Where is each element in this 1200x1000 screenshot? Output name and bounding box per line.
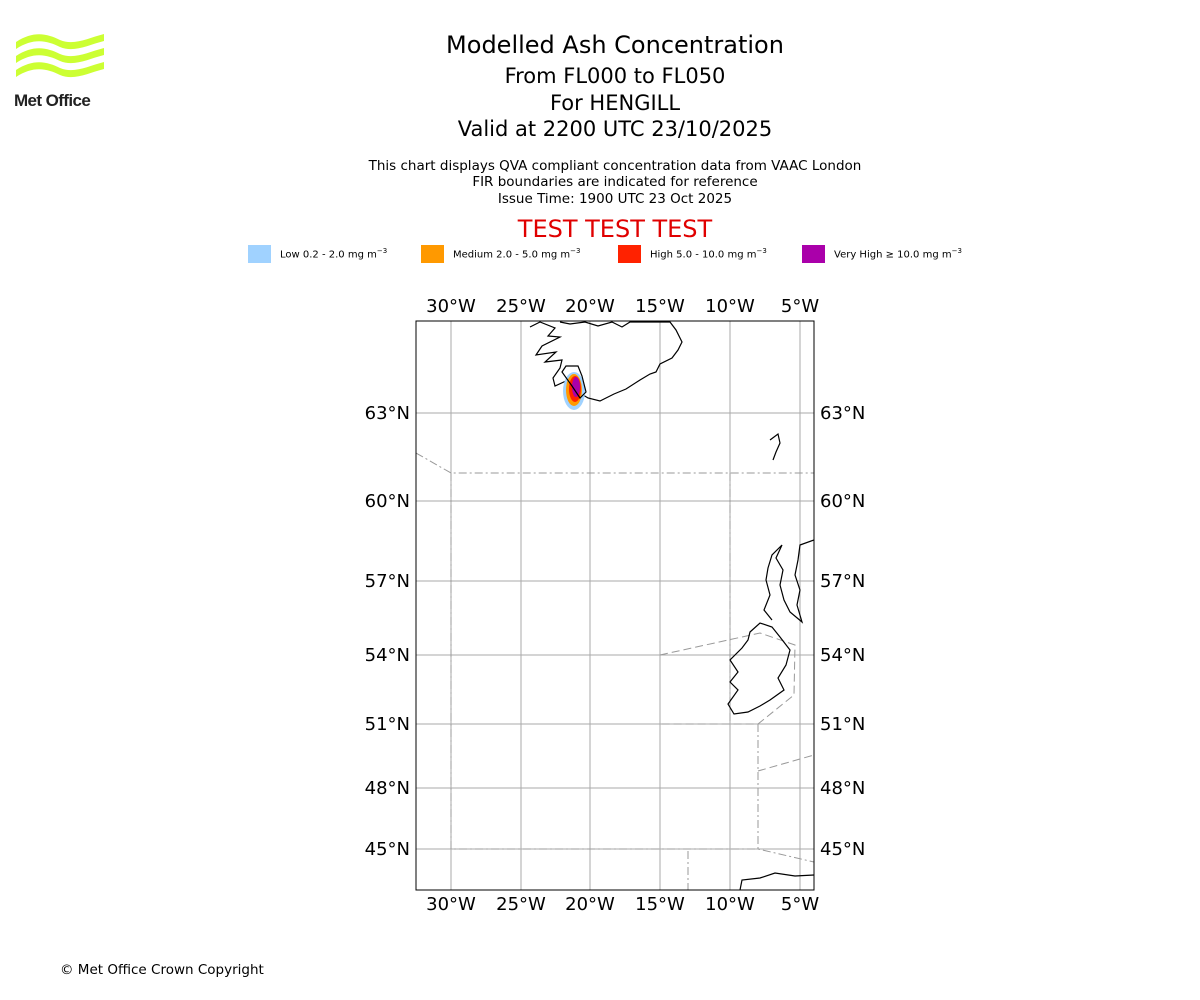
lon-label-top-5w: 5°W (781, 296, 819, 317)
lat-label-left-45n: 45°N (365, 839, 410, 860)
lat-labels-right: 63°N 60°N 57°N 54°N 51°N 48°N 45°N (820, 403, 865, 860)
subtitle-line-2: FIR boundaries are indicated for referen… (472, 174, 758, 190)
lat-labels-left: 63°N 60°N 57°N 54°N 51°N 48°N 45°N (365, 403, 410, 860)
lon-label-top-30w: 30°W (426, 296, 476, 317)
legend-item-very-high: Very High ≥ 10.0 mg m−3 (802, 245, 962, 263)
legend-label-very-high: Very High ≥ 10.0 (834, 249, 920, 261)
copyright: © Met Office Crown Copyright (60, 962, 264, 978)
legend-swatch-high (618, 245, 641, 263)
flight-level-range: From FL000 to FL050 (504, 64, 726, 88)
fir-boundary-oceanic (450, 473, 814, 863)
ireland-coast (727, 622, 791, 715)
legend-label-low: Low 0.2 - 2.0 (280, 249, 345, 261)
lon-labels-bottom: 30°W 25°W 20°W 15°W 10°W 5°W (426, 894, 819, 915)
iberia-coast (739, 872, 814, 890)
legend-label-medium: Medium 2.0 - 5.0 (453, 249, 538, 261)
fir-boundary-brest (757, 754, 814, 772)
lat-label-left-48n: 48°N (365, 778, 410, 799)
legend-item-low: Low 0.2 - 2.0 mg m−3 (248, 245, 421, 263)
test-banner: TEST TEST TEST (517, 215, 713, 243)
legend-label-high: High 5.0 - 10.0 (650, 249, 725, 261)
subtitle-line-1: This chart displays QVA compliant concen… (368, 158, 862, 174)
lon-label-top-10w: 10°W (705, 296, 755, 317)
lon-label-bottom-25w: 25°W (496, 894, 546, 915)
volcano-source-outline (561, 365, 587, 399)
met-office-logo-icon (16, 34, 104, 78)
lon-labels-top: 30°W 25°W 20°W 15°W 10°W 5°W (426, 296, 819, 317)
lon-label-bottom-30w: 30°W (426, 894, 476, 915)
lat-label-right-54n: 54°N (820, 645, 865, 666)
lat-label-right-48n: 48°N (820, 778, 865, 799)
lat-label-left-63n: 63°N (365, 403, 410, 424)
volcano-location: For HENGILL (549, 91, 681, 115)
coastlines (529, 321, 814, 890)
lon-label-bottom-5w: 5°W (781, 894, 819, 915)
lat-label-right-51n: 51°N (820, 714, 865, 735)
chart-title: Modelled Ash Concentration (446, 31, 784, 59)
lat-label-right-63n: 63°N (820, 403, 865, 424)
lon-label-bottom-10w: 10°W (705, 894, 755, 915)
fir-boundary-shanwick (659, 632, 796, 725)
legend: Low 0.2 - 2.0 mg m−3 Medium 2.0 - 5.0 mg… (248, 244, 962, 264)
lon-label-bottom-15w: 15°W (635, 894, 685, 915)
valid-time: Valid at 2200 UTC 23/10/2025 (457, 117, 773, 141)
lat-label-left-60n: 60°N (365, 491, 410, 512)
lat-label-right-45n: 45°N (820, 839, 865, 860)
iceland-coast (529, 321, 683, 402)
lat-label-left-57n: 57°N (365, 571, 410, 592)
map-border (415, 320, 815, 891)
lat-label-right-60n: 60°N (820, 491, 865, 512)
legend-item-medium: Medium 2.0 - 5.0 mg m−3 (421, 245, 618, 263)
legend-swatch-very-high (802, 245, 825, 263)
lon-label-bottom-20w: 20°W (565, 894, 615, 915)
ash-very-high (572, 377, 580, 397)
lat-label-left-54n: 54°N (365, 645, 410, 666)
map-frame (416, 321, 814, 890)
logo-text: Met Office (14, 91, 91, 110)
legend-item-high: High 5.0 - 10.0 mg m−3 (618, 245, 802, 263)
faroe-islands (769, 432, 781, 461)
graticule (416, 321, 814, 890)
lat-label-left-51n: 51°N (365, 714, 410, 735)
lon-label-top-20w: 20°W (565, 296, 615, 317)
ash-cloud (561, 365, 587, 410)
issue-time: Issue Time: 1900 UTC 23 Oct 2025 (497, 191, 733, 207)
lon-label-top-25w: 25°W (496, 296, 546, 317)
lat-label-right-57n: 57°N (820, 571, 865, 592)
scotland-west-coast (763, 539, 814, 624)
legend-swatch-low (248, 245, 271, 263)
lon-label-top-15w: 15°W (635, 296, 685, 317)
legend-swatch-medium (421, 245, 444, 263)
